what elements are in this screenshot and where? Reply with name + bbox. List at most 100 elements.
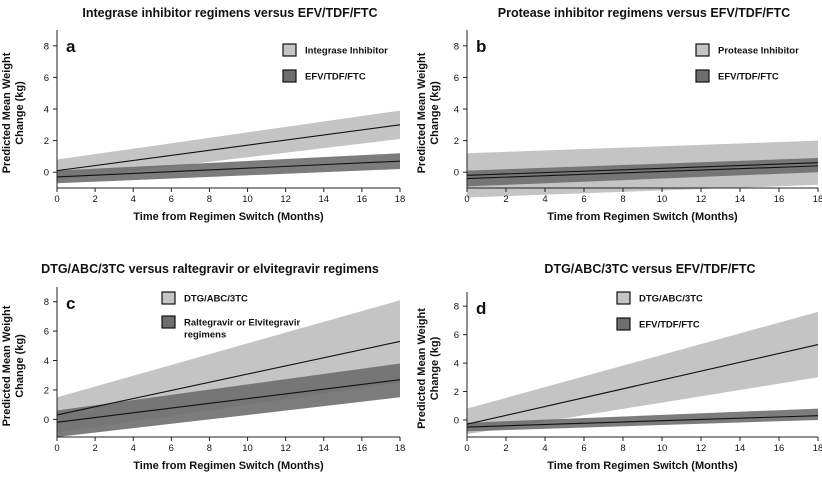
legend-swatch: [282, 69, 297, 83]
legend-label: Raltegravir or Elvitegravir regimens: [184, 318, 300, 341]
x-tick-label: 14: [318, 443, 329, 454]
x-tick-label: 0: [54, 194, 59, 205]
x-tick-label: 12: [280, 443, 291, 454]
legend-swatch: [695, 69, 710, 83]
legend-swatch: [282, 43, 297, 57]
y-tick-label: 8: [454, 302, 459, 313]
x-tick-label: 14: [318, 194, 329, 205]
mean-line-1: [466, 344, 819, 425]
y-tick-label: 0: [454, 415, 459, 426]
x-tick-label: 18: [813, 443, 822, 454]
legend-label: EFV/TDF/FTC: [305, 72, 366, 83]
x-tick-label: 4: [131, 443, 136, 454]
y-tick-label: 2: [454, 136, 459, 147]
chart-panel-c: DTG/ABC/3TC versus raltegravir or elvite…: [1, 262, 405, 472]
y-tick-label: 0: [44, 168, 49, 179]
x-axis-label: Time from Regimen Switch (Months): [547, 460, 738, 472]
panel-letter: a: [66, 37, 76, 56]
legend-label: DTG/ABC/3TC: [184, 294, 248, 305]
x-tick-label: 10: [242, 194, 253, 205]
y-tick-label: 4: [454, 359, 459, 370]
y-tick-label: 6: [454, 330, 459, 341]
panel-letter: c: [66, 294, 75, 313]
x-tick-label: 4: [542, 194, 547, 205]
y-axis-label-line1: Predicted Mean Weight: [416, 52, 428, 173]
mean-line-2: [466, 415, 819, 428]
x-tick-label: 6: [169, 194, 174, 205]
x-axis-label: Time from Regimen Switch (Months): [133, 460, 324, 472]
y-tick-label: 4: [44, 356, 49, 367]
legend-label: EFV/TDF/FTC: [639, 320, 700, 331]
x-tick-label: 16: [774, 194, 785, 205]
y-tick-label: 0: [454, 168, 459, 179]
x-tick-label: 18: [395, 443, 406, 454]
x-tick-label: 0: [464, 194, 469, 205]
x-tick-label: 10: [657, 194, 668, 205]
x-tick-label: 4: [131, 194, 136, 205]
y-axis-label: Predicted Mean WeightChange (kg): [416, 308, 441, 429]
y-tick-label: 6: [44, 73, 49, 84]
legend-swatch: [616, 317, 631, 331]
confidence-band-2: [57, 363, 400, 437]
legend-swatch: [616, 291, 631, 305]
y-tick-label: 6: [44, 327, 49, 338]
x-tick-label: 0: [54, 443, 59, 454]
x-tick-label: 6: [581, 194, 586, 205]
x-tick-label: 16: [357, 443, 368, 454]
y-tick-label: 8: [44, 297, 49, 308]
x-tick-label: 16: [774, 443, 785, 454]
y-tick-label: 2: [44, 385, 49, 396]
x-tick-label: 18: [813, 194, 822, 205]
mean-line-1: [56, 124, 401, 172]
x-tick-label: 2: [92, 443, 97, 454]
chart-panel-a: Integrase inhibitor regimens versus EFV/…: [1, 6, 405, 223]
y-axis-label-line2: Change (kg): [14, 334, 26, 398]
y-tick-label: 4: [44, 105, 49, 116]
x-tick-label: 8: [207, 443, 212, 454]
x-tick-label: 6: [169, 443, 174, 454]
x-tick-label: 6: [581, 443, 586, 454]
x-tick-label: 10: [242, 443, 253, 454]
y-tick-label: 2: [44, 136, 49, 147]
chart-panel-d: DTG/ABC/3TC versus EFV/TDF/FTC 0 2 4 6 8 10 12 1…: [416, 262, 822, 472]
y-tick-label: 2: [454, 387, 459, 398]
mean-line-2: [466, 165, 819, 180]
chart-panel-b: Protease inhibitor regimens versus EFV/T…: [416, 6, 822, 223]
legend-label: EFV/TDF/FTC: [718, 72, 779, 83]
y-tick-label: 8: [44, 41, 49, 52]
confidence-band-1: [467, 311, 818, 435]
x-tick-label: 14: [735, 443, 746, 454]
legend-label: Protease Inhibitor: [718, 46, 799, 57]
x-tick-label: 8: [207, 194, 212, 205]
x-tick-label: 8: [620, 194, 625, 205]
confidence-band-2: [467, 408, 818, 432]
y-tick-label: 4: [454, 105, 459, 116]
mean-line-1: [56, 340, 401, 416]
panel-letter: b: [476, 37, 486, 56]
legend-swatch: [161, 315, 176, 329]
x-tick-label: 16: [357, 194, 368, 205]
x-tick-label: 10: [657, 443, 668, 454]
chart-title: DTG/ABC/3TC versus EFV/TDF/FTC: [544, 262, 755, 276]
chart-title: DTG/ABC/3TC versus raltegravir or elvite…: [41, 262, 379, 276]
x-tick-label: 2: [92, 194, 97, 205]
y-axis-label-line2: Change (kg): [429, 336, 441, 400]
x-tick-label: 12: [696, 443, 707, 454]
x-tick-label: 4: [542, 443, 547, 454]
y-axis-label: Predicted Mean WeightChange (kg): [1, 52, 26, 173]
x-tick-label: 0: [464, 443, 469, 454]
chart-title: Protease inhibitor regimens versus EFV/T…: [498, 6, 790, 20]
mean-line-2: [56, 379, 401, 423]
panel-letter: d: [476, 299, 486, 318]
y-axis-label: Predicted Mean WeightChange (kg): [1, 305, 26, 426]
y-axis-label-line2: Change (kg): [14, 81, 26, 145]
x-axis-label: Time from Regimen Switch (Months): [547, 211, 738, 223]
y-tick-label: 0: [44, 415, 49, 426]
legend-swatch: [695, 43, 710, 57]
y-axis-label-line1: Predicted Mean Weight: [1, 52, 13, 173]
y-tick-label: 6: [454, 73, 459, 84]
legend-label-line2: regimens: [184, 330, 226, 341]
y-axis-label-line1: Predicted Mean Weight: [1, 305, 13, 426]
x-tick-label: 12: [280, 194, 291, 205]
